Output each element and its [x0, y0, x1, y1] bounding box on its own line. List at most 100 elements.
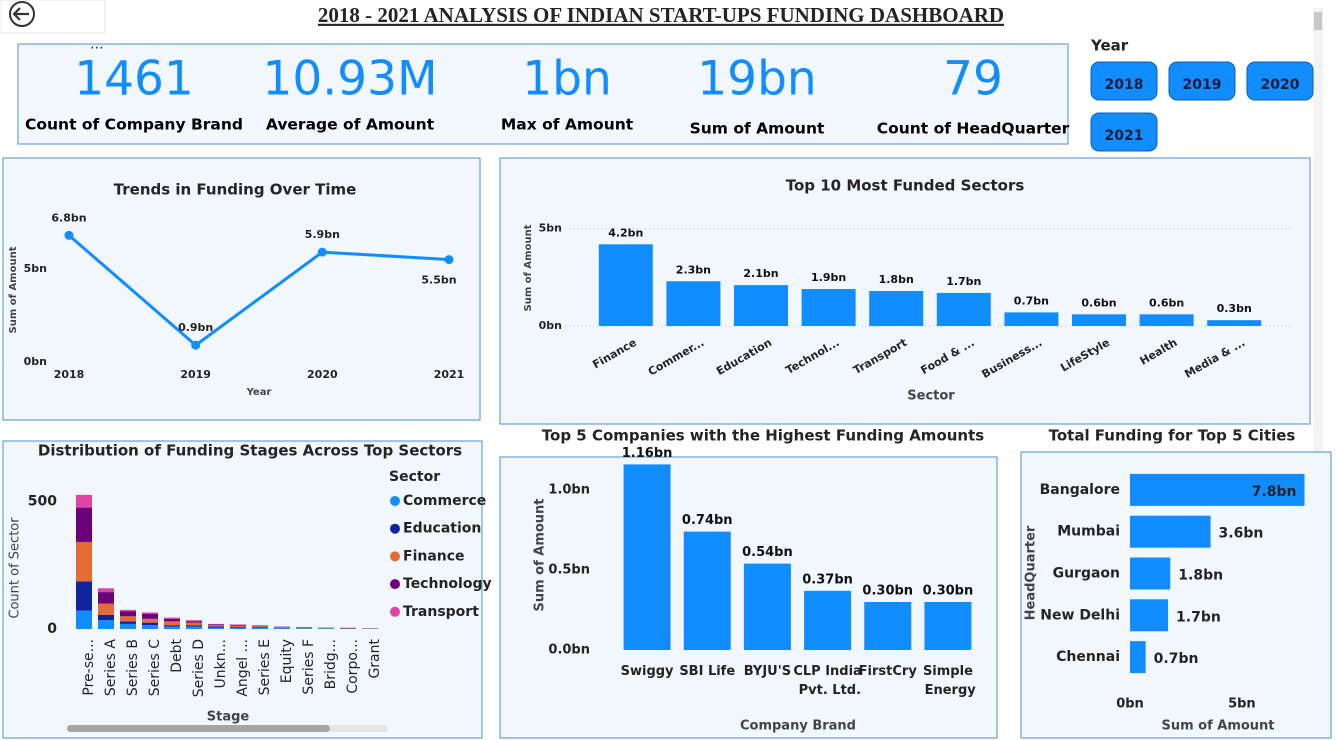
- data-label: 1.7bn: [1176, 609, 1221, 625]
- stack-segment: [208, 626, 224, 628]
- data-label: 0.7bn: [1154, 651, 1199, 667]
- stack-segment: [120, 621, 136, 624]
- year-button[interactable]: 2020: [1246, 61, 1314, 101]
- year-button-bg[interactable]: [1090, 61, 1158, 101]
- trend-point: [191, 340, 201, 350]
- year-button-label[interactable]: 2020: [1261, 77, 1300, 93]
- year-button[interactable]: 2019: [1168, 61, 1236, 101]
- data-label: 4.2bn: [608, 226, 643, 239]
- h-scroll-thumb[interactable]: [67, 725, 330, 732]
- stack-segment: [296, 627, 312, 629]
- bar: [1139, 314, 1194, 326]
- x-tick-label: Series E: [257, 639, 273, 695]
- bar: [1130, 557, 1171, 590]
- more-options[interactable]: ⋯: [90, 40, 104, 56]
- y-tick-label: 0: [47, 621, 57, 637]
- y-tick-label: 1.0bn: [548, 483, 590, 498]
- bar: [869, 290, 924, 326]
- x-tick-label: Angel ...: [235, 639, 251, 697]
- stack-segment: [120, 609, 136, 612]
- stack-segment: [252, 625, 268, 626]
- x-tick-label: Series F: [301, 639, 317, 695]
- bar: [1004, 312, 1059, 326]
- chart-title: Trends in Funding Over Time: [114, 181, 357, 199]
- stack-segment: [142, 612, 158, 614]
- slicer-title: Year: [1090, 37, 1129, 55]
- x-tick-label: Pre-se...: [81, 639, 97, 696]
- stack-segment: [186, 620, 202, 622]
- bar: [1072, 314, 1126, 326]
- year-button-bg[interactable]: [1168, 61, 1236, 101]
- year-button-label[interactable]: 2021: [1105, 128, 1144, 144]
- chart-title: Top 10 Most Funded Sectors: [786, 177, 1025, 195]
- stack-segment: [296, 627, 312, 628]
- year-button-bg[interactable]: [1090, 112, 1158, 152]
- legend-swatch: [390, 606, 400, 617]
- year-button-label[interactable]: 2019: [1183, 77, 1222, 93]
- data-label: 0.30bn: [923, 584, 974, 599]
- kpi-value: 19bn: [697, 52, 816, 107]
- chart-title: Distribution of Funding Stages Across To…: [38, 442, 462, 460]
- year-button[interactable]: 2018: [1090, 61, 1158, 101]
- stack-segment: [76, 541, 92, 582]
- stack-segment: [98, 615, 114, 621]
- stack-segment: [142, 618, 158, 623]
- data-label: 1.16bn: [622, 446, 673, 461]
- y-tick-label: 500: [28, 494, 57, 510]
- back-circle[interactable]: [9, 1, 35, 27]
- bar: [801, 289, 856, 326]
- stack-segment: [208, 623, 224, 625]
- y-axis-title: Sum of Amount: [8, 246, 19, 333]
- data-label: 1.7bn: [946, 275, 981, 288]
- y-tick-label: 5bn: [24, 262, 47, 275]
- y-axis-title: Sum of Amount: [523, 224, 534, 311]
- data-label: 0.37bn: [802, 572, 853, 587]
- y-tick-label: Chennai: [1056, 649, 1120, 665]
- year-button-label[interactable]: 2018: [1105, 77, 1144, 93]
- x-tick-label: 2020: [307, 368, 338, 381]
- back-arrow[interactable]: [12, 7, 29, 21]
- year-button-bg[interactable]: [1246, 61, 1314, 101]
- legend-swatch: [390, 523, 400, 534]
- x-axis-title: Sum of Amount: [1161, 719, 1274, 734]
- x-tick-label: BYJU'S: [744, 664, 791, 679]
- line-panel: [2, 157, 481, 421]
- x-axis-title: Sector: [907, 389, 955, 404]
- bar: [1130, 641, 1146, 674]
- data-label: 2.1bn: [743, 267, 778, 280]
- data-label: 6.8bn: [51, 211, 86, 224]
- y-tick-label: Mumbai: [1057, 524, 1120, 540]
- chart-title: Top 5 Companies with the Highest Funding…: [542, 427, 984, 445]
- data-label: 3.6bn: [1219, 526, 1264, 542]
- scrollbar-thumb[interactable]: [1314, 12, 1322, 30]
- stack-segment: [76, 494, 92, 508]
- stack-segment: [208, 625, 224, 627]
- x-tick-label: Bridg...: [323, 639, 339, 689]
- stack-segment: [76, 581, 92, 611]
- legend-swatch: [390, 496, 400, 506]
- trend-point: [317, 247, 327, 257]
- stack-segment: [186, 622, 202, 626]
- stack-segment: [252, 627, 268, 628]
- bar: [623, 464, 671, 650]
- y-tick-label: 5bn: [539, 222, 562, 235]
- stack-segment: [274, 627, 290, 628]
- legend-label: Education: [403, 521, 481, 537]
- x-tick-label: 2021: [434, 368, 465, 381]
- x-axis-title: Company Brand: [740, 719, 856, 734]
- back-button[interactable]: [9, 1, 35, 27]
- stack-segment: [142, 622, 158, 626]
- x-tick-label: 5bn: [1228, 697, 1256, 712]
- legend-label: Technology: [403, 576, 492, 592]
- stack-segment: [274, 627, 290, 629]
- stack-segment: [120, 616, 136, 622]
- year-button[interactable]: 2021: [1090, 112, 1158, 152]
- stack-segment: [230, 624, 246, 626]
- trend-point: [444, 255, 454, 265]
- y-tick-label: New Delhi: [1040, 607, 1120, 623]
- stack-segment: [186, 626, 202, 629]
- stack-segment: [296, 628, 312, 629]
- x-tick-label: FirstCry: [859, 664, 918, 679]
- stack-segment: [76, 507, 92, 542]
- bar: [864, 602, 912, 650]
